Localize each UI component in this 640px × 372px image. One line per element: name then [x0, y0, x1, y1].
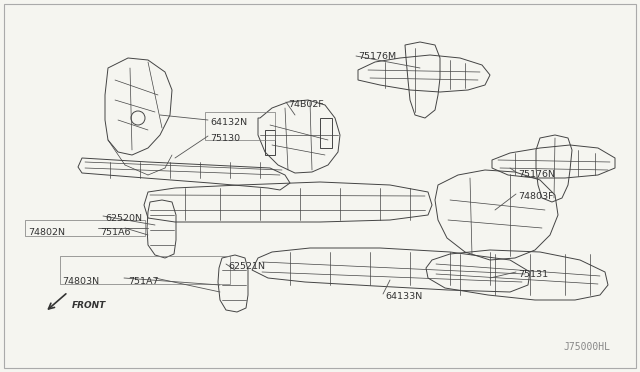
Text: 75131: 75131	[518, 270, 548, 279]
Text: J75000HL: J75000HL	[563, 342, 610, 352]
Text: 74802N: 74802N	[28, 228, 65, 237]
Bar	[205, 112, 275, 140]
Bar	[60, 256, 230, 284]
Text: 75176M: 75176M	[358, 52, 396, 61]
Text: FRONT: FRONT	[72, 301, 106, 310]
Text: 62521N: 62521N	[228, 262, 265, 271]
Text: 74B02F: 74B02F	[288, 100, 324, 109]
Text: 75130: 75130	[210, 134, 240, 143]
Text: 62520N: 62520N	[105, 214, 142, 223]
Text: 64133N: 64133N	[385, 292, 422, 301]
Bar	[25, 220, 145, 236]
Text: 75176N: 75176N	[518, 170, 555, 179]
Text: 74803N: 74803N	[62, 277, 99, 286]
Text: 64132N: 64132N	[210, 118, 247, 127]
Text: 74803F: 74803F	[518, 192, 554, 201]
Text: 751A6: 751A6	[100, 228, 131, 237]
Text: 751A7: 751A7	[128, 277, 159, 286]
